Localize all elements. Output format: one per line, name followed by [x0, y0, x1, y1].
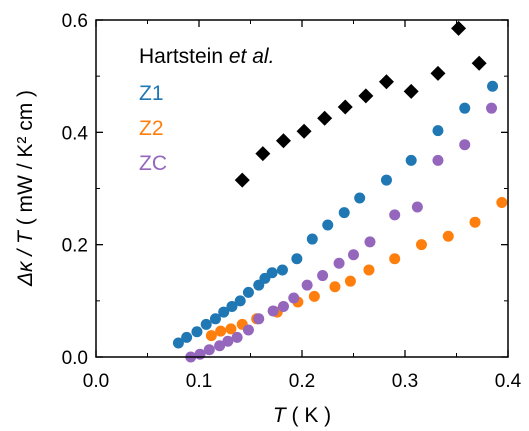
data-point-z1 [209, 313, 221, 325]
data-point-z2 [205, 330, 217, 342]
data-point-z2 [415, 239, 427, 251]
data-point-z1 [181, 331, 193, 343]
data-point-zc [459, 139, 471, 151]
data-point-z1 [291, 253, 303, 265]
data-point-hartstein [378, 74, 394, 90]
data-point-z2 [389, 253, 401, 265]
series-hartstein [234, 20, 487, 188]
data-point-hartstein [337, 99, 353, 115]
data-point-z1 [380, 174, 392, 186]
data-point-hartstein [234, 172, 250, 188]
data-point-z1 [172, 337, 184, 349]
data-point-z1 [200, 318, 212, 330]
data-point-hartstein [430, 65, 446, 81]
x-axis-label: T ( K ) [273, 404, 331, 427]
legend-entry-zc: ZC [139, 152, 167, 175]
data-point-zc [288, 292, 300, 304]
data-point-z1 [242, 286, 254, 298]
data-point-hartstein [403, 83, 419, 99]
data-point-zc [277, 300, 289, 312]
x-tick-label: 0.3 [392, 371, 418, 392]
data-point-zc [222, 335, 234, 347]
tick-labels: 0.0 0.1 0.2 0.3 0.4 0.0 0.2 0.4 0.6 [62, 11, 522, 392]
y-axis-label: Δκ / T ( mW / K² cm ) [14, 90, 37, 287]
data-point-hartstein [471, 55, 487, 71]
data-point-z1 [191, 326, 203, 338]
data-point-zc [333, 257, 345, 269]
series-z1 [172, 80, 499, 349]
data-point-z1 [432, 125, 444, 137]
legend-entry-z1: Z1 [139, 82, 164, 105]
data-point-z1 [338, 207, 350, 219]
data-point-z1 [266, 267, 278, 279]
data-point-z1 [276, 264, 288, 276]
data-point-zc [364, 236, 376, 248]
data-point-z2 [308, 290, 320, 302]
y-tick-label: 0.6 [62, 11, 88, 32]
data-point-z2 [363, 264, 375, 276]
data-point-z1 [354, 192, 366, 204]
legend-entry-z2: Z2 [139, 117, 164, 140]
data-point-z1 [306, 233, 318, 245]
data-markers [172, 20, 508, 363]
data-point-z1 [218, 306, 230, 318]
data-point-zc [389, 209, 401, 221]
data-point-z1 [487, 80, 499, 92]
data-point-z1 [459, 102, 471, 114]
data-point-hartstein [317, 110, 333, 126]
data-point-z2 [442, 230, 454, 242]
data-point-zc [486, 102, 498, 114]
data-point-zc [231, 331, 243, 343]
data-point-zc [242, 324, 254, 336]
series-z2 [205, 197, 508, 342]
data-point-z2 [344, 275, 356, 287]
data-point-hartstein [275, 133, 291, 149]
legend-entry-hartstein: Hartstein et al. [139, 45, 274, 68]
legend: Hartstein et al. Z1 Z2 ZC [139, 45, 274, 175]
data-point-zc [253, 313, 265, 325]
data-point-hartstein [451, 20, 467, 36]
data-point-z1 [405, 154, 417, 166]
data-point-zc [432, 154, 444, 166]
data-point-zc [203, 344, 215, 356]
x-tick-label: 0.4 [495, 371, 522, 392]
plot-frame [95, 19, 509, 358]
y-tick-label: 0.2 [62, 236, 88, 257]
data-point-z1 [234, 295, 246, 307]
axis-ticks [95, 19, 509, 358]
x-tick-label: 0.1 [186, 371, 212, 392]
data-point-hartstein [255, 146, 271, 162]
x-tick-label: 0.0 [83, 371, 109, 392]
data-point-z2 [329, 281, 341, 293]
data-point-zc [317, 270, 329, 282]
data-point-z2 [496, 197, 508, 209]
y-tick-label: 0.4 [62, 123, 89, 144]
x-tick-label: 0.2 [289, 371, 315, 392]
data-point-zc [214, 340, 226, 352]
data-point-zc [348, 249, 359, 261]
y-tick-label: 0.0 [62, 348, 88, 369]
data-point-hartstein [358, 88, 374, 104]
data-point-z2 [215, 325, 227, 337]
data-point-zc [267, 305, 279, 317]
data-point-zc [411, 201, 423, 213]
data-point-z1 [322, 219, 334, 231]
data-point-z2 [469, 216, 481, 228]
data-point-hartstein [296, 123, 312, 139]
data-point-z1 [226, 300, 238, 312]
data-point-zc [301, 279, 313, 291]
data-point-z2 [225, 323, 237, 335]
